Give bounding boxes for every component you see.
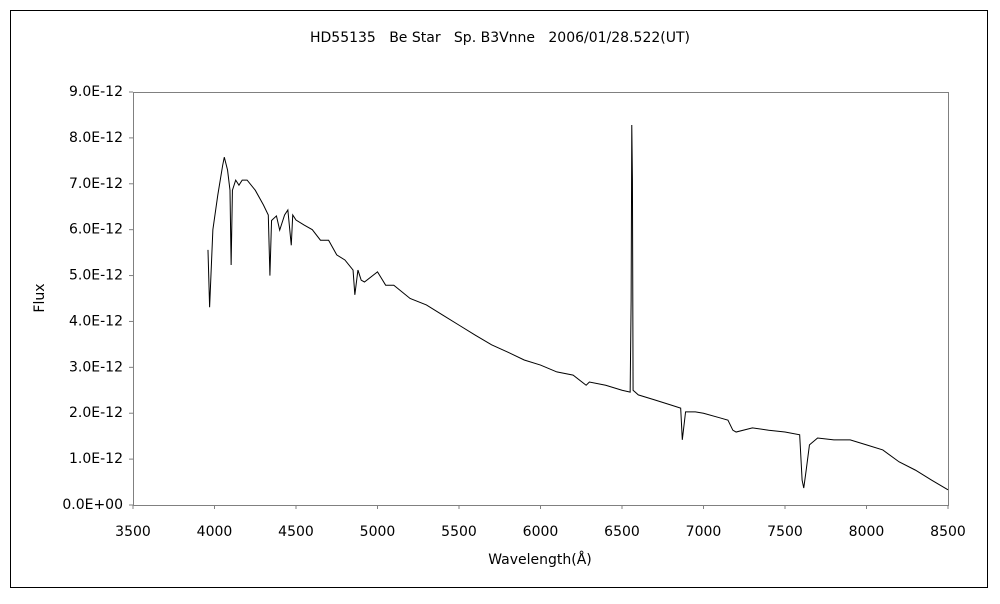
x-tick-label: 8500 (930, 524, 966, 540)
spectrum-line (207, 125, 949, 491)
y-tick-label: 2.0E-12 (69, 405, 123, 421)
y-tick-label: 6.0E-12 (69, 222, 123, 238)
y-axis-label: Flux (32, 283, 48, 312)
x-tick-label: 5000 (360, 524, 396, 540)
x-tick-label: 4500 (278, 524, 314, 540)
x-tick-label: 7000 (686, 524, 722, 540)
x-tick-label: 8000 (849, 524, 885, 540)
y-tick-label: 9.0E-12 (69, 84, 123, 100)
y-tick-label: 5.0E-12 (69, 268, 123, 284)
y-tick-label: 7.0E-12 (69, 176, 123, 192)
y-tick-label: 1.0E-12 (69, 451, 123, 467)
x-tick-label: 6500 (604, 524, 640, 540)
x-tick-label: 5500 (441, 524, 477, 540)
y-tick-label: 3.0E-12 (69, 359, 123, 375)
x-axis-label: Wavelength(Å) (488, 551, 592, 568)
frame (10, 10, 988, 588)
x-tick-label: 4000 (197, 524, 233, 540)
x-tick-label: 6000 (523, 524, 559, 540)
chart-title: HD55135 Be Star Sp. B3Vnne 2006/01/28.52… (310, 30, 690, 46)
y-tick-label: 0.0E+00 (62, 497, 123, 513)
y-tick-label: 8.0E-12 (69, 130, 123, 146)
x-tick-label: 7500 (767, 524, 803, 540)
y-tick-label: 4.0E-12 (69, 313, 123, 329)
x-tick-label: 3500 (115, 524, 151, 540)
